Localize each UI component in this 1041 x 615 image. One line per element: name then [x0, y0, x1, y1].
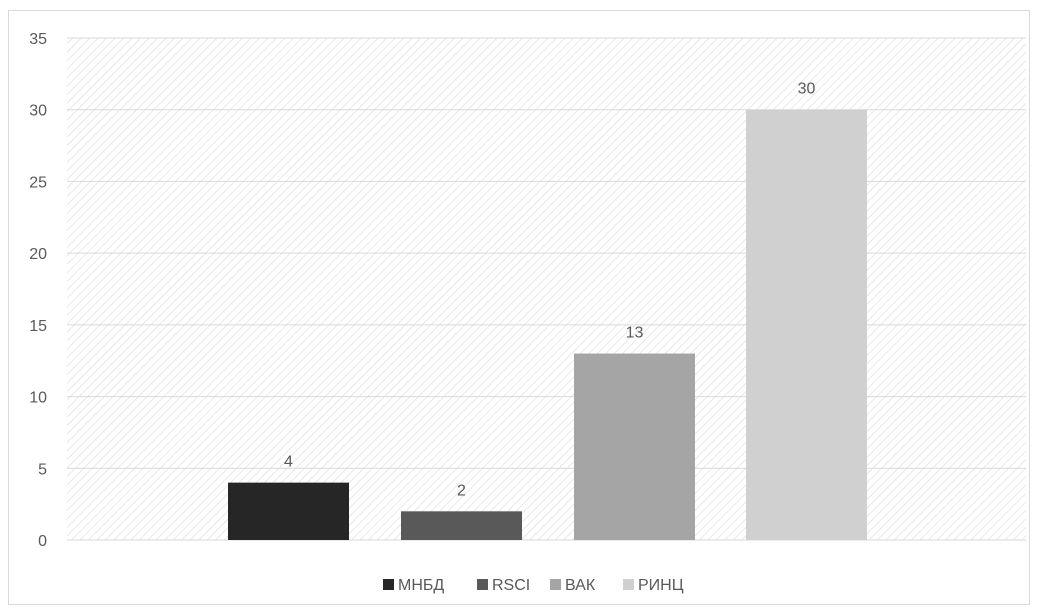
y-tick-label: 0: [38, 533, 47, 550]
bar-1: [228, 482, 349, 540]
bar-2: [401, 511, 522, 540]
y-tick-label: 35: [29, 31, 47, 48]
legend-swatch: [623, 579, 634, 590]
data-label: 2: [457, 482, 466, 499]
data-label: 4: [284, 454, 293, 471]
legend-swatch: [477, 579, 488, 590]
legend-label: РИНЦ: [638, 577, 684, 594]
y-tick-label: 15: [29, 318, 47, 335]
legend-swatch: [550, 579, 561, 590]
legend-label: RSCI: [492, 577, 530, 594]
y-tick-label: 5: [38, 461, 47, 478]
bar-4: [746, 109, 867, 540]
data-labels: 4 2 13 30: [284, 81, 815, 500]
legend-label: МНБД: [398, 577, 444, 594]
y-tick-label: 25: [29, 174, 47, 191]
plot-area-background: [67, 38, 1026, 540]
y-axis-ticks: 0 5 10 15 20 25 30 35: [29, 31, 47, 550]
legend-label: ВАК: [565, 577, 596, 594]
bar-3: [574, 353, 695, 540]
y-tick-label: 30: [29, 103, 47, 120]
data-label: 13: [626, 325, 644, 342]
y-tick-label: 10: [29, 390, 47, 407]
legend: МНБД RSCI ВАК РИНЦ: [383, 577, 684, 594]
legend-swatch: [383, 579, 394, 590]
data-label: 30: [798, 81, 816, 98]
bars: [228, 109, 867, 540]
y-tick-label: 20: [29, 246, 47, 263]
